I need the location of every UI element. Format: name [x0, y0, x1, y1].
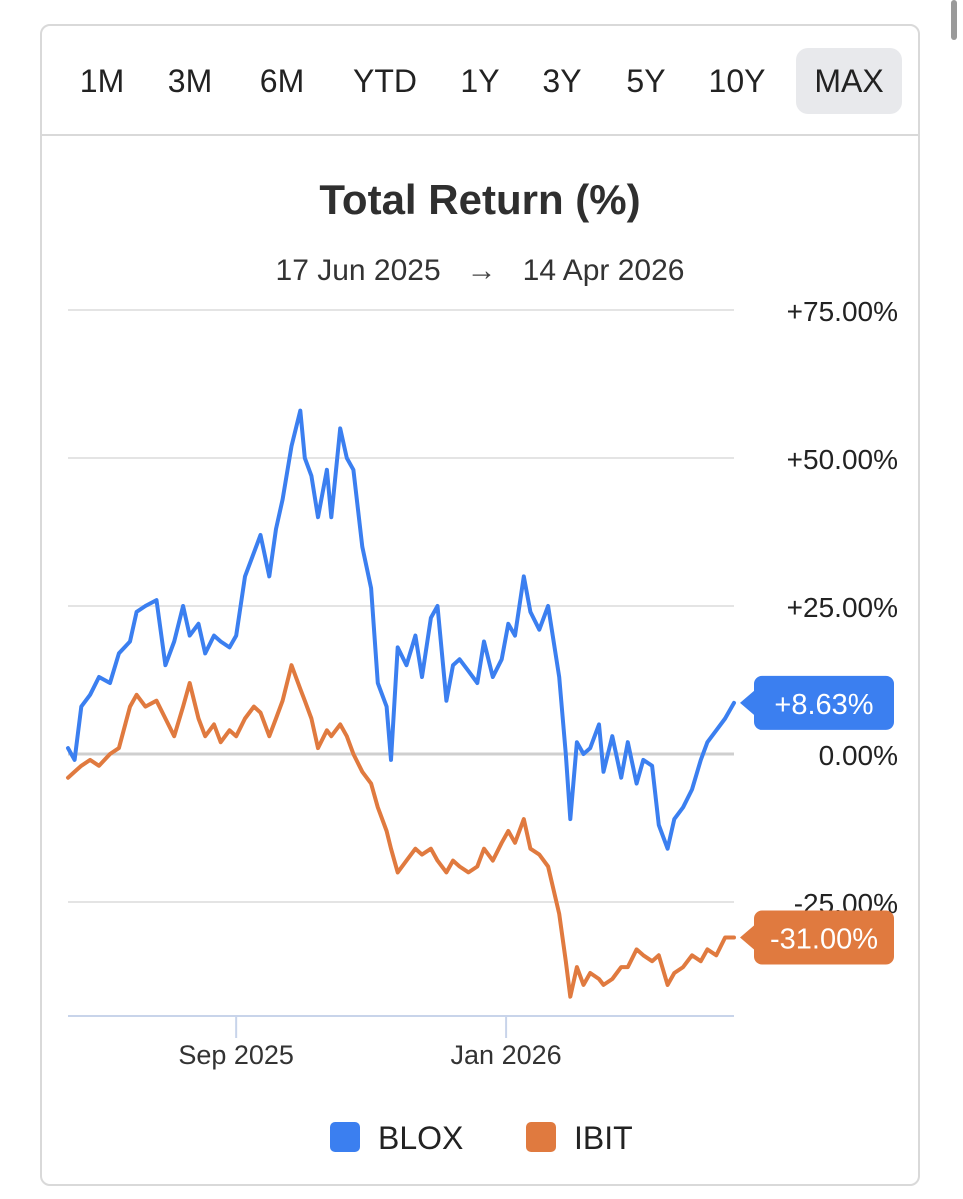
range-button-1m[interactable]: 1M: [79, 63, 125, 99]
end-value-label-blox: +8.63%: [774, 689, 873, 721]
date-range: 17 Jun 2025 → 14 Apr 2026: [42, 254, 918, 288]
legend-item-ibit[interactable]: IBIT: [526, 1118, 656, 1158]
range-button-5y[interactable]: 5Y: [626, 63, 666, 99]
series-line-ibit: [66, 663, 736, 999]
end-badge-ibit: [754, 910, 894, 965]
y-tick-label: +25.00%: [787, 592, 898, 623]
range-button-max[interactable]: MAX: [796, 48, 902, 114]
end-badge-blox: [754, 675, 894, 730]
x-tick-label: Jan 2026: [451, 1040, 562, 1070]
chart-title: Total Return (%): [319, 176, 641, 223]
range-button-10y[interactable]: 10Y: [708, 63, 766, 99]
legend: BLOX IBIT: [42, 1118, 918, 1158]
legend-item-blox[interactable]: BLOX: [330, 1118, 470, 1158]
range-button-6m[interactable]: 6M: [259, 63, 305, 99]
end-badge-pointer-ibit: [740, 925, 754, 950]
legend-swatch-blox: [330, 1122, 360, 1152]
range-button-1y[interactable]: 1Y: [460, 63, 500, 99]
x-tick-label: Sep 2025: [178, 1040, 294, 1070]
date-range-start: 17 Jun 2025: [275, 254, 441, 287]
range-button-3m[interactable]: 3M: [167, 63, 213, 99]
y-tick-label: 0.00%: [819, 740, 898, 771]
end-badge-pointer-blox: [740, 690, 754, 715]
range-button-3y[interactable]: 3Y: [542, 63, 582, 99]
legend-label-ibit: IBIT: [574, 1120, 633, 1156]
chart-card: 1M 3M 6M YTD 1Y 3Y 5Y 10Y MAX Total Retu…: [40, 24, 920, 1186]
range-button-ytd[interactable]: YTD: [353, 63, 417, 99]
arrow-right-icon: →: [466, 254, 497, 287]
end-value-label-ibit: -31.00%: [770, 924, 878, 956]
page-scrollbar[interactable]: [951, 0, 957, 40]
date-range-end: 14 Apr 2026: [522, 254, 685, 287]
legend-label-blox: BLOX: [378, 1120, 464, 1156]
legend-swatch-ibit: [526, 1122, 556, 1152]
line-chart: +75.00%+50.00%+25.00%0.00%-25.00%Sep 202…: [66, 296, 898, 1070]
time-range-bar: 1M 3M 6M YTD 1Y 3Y 5Y 10Y MAX: [42, 26, 918, 136]
y-tick-label: +75.00%: [787, 296, 898, 327]
y-tick-label: +50.00%: [787, 444, 898, 475]
series-line-blox: [66, 408, 736, 851]
